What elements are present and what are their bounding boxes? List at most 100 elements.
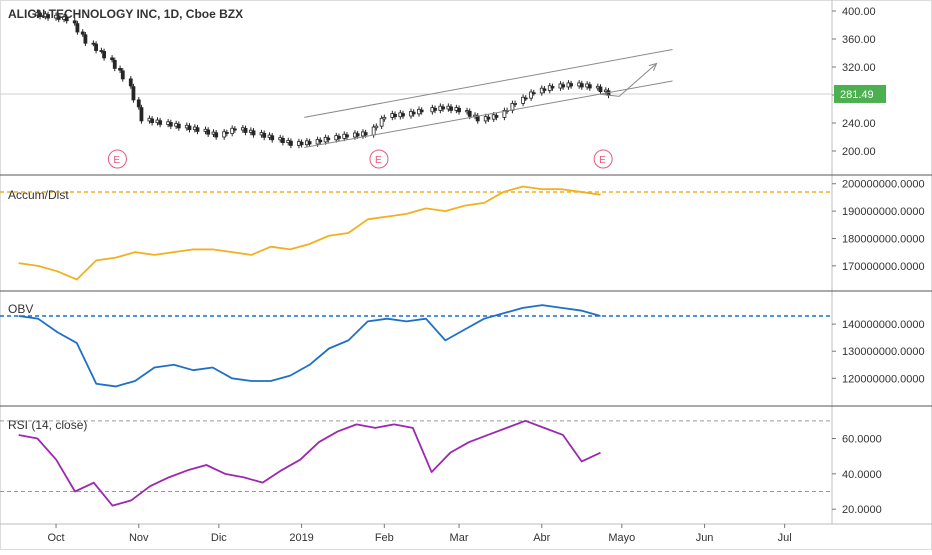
candle-body: [159, 121, 162, 125]
time-tick-label: Oct: [47, 532, 64, 544]
candle-body: [281, 138, 284, 142]
price-pane[interactable]: 400.00360.00320.00280.00240.00200.00281.…: [0, 6, 886, 168]
candle-body: [151, 119, 154, 123]
candle-body: [532, 93, 535, 94]
earnings-marker-label: E: [599, 155, 606, 166]
candle-body: [140, 108, 143, 121]
obv-label: OBV: [8, 302, 33, 316]
time-tick-label: Nov: [129, 532, 149, 544]
obv-pane[interactable]: 140000000.0000 130000000.0000 120000000.00…: [0, 305, 925, 386]
candle-body: [177, 124, 180, 128]
trend-channel-lower: [304, 81, 672, 148]
rsi-label: RSI (14, close): [8, 418, 87, 432]
candle-body: [84, 35, 87, 43]
time-tick-label: Feb: [375, 532, 394, 544]
candle-body: [188, 126, 191, 130]
candle-body: [393, 114, 396, 116]
candle-body: [458, 108, 461, 112]
candle-body: [244, 128, 247, 132]
candle-body: [599, 87, 602, 92]
candle-body: [73, 21, 76, 23]
accum-dist-pane[interactable]: 200000000.0000 190000000.0000 180000000.00…: [0, 179, 925, 280]
candle-body: [372, 127, 375, 135]
candle-body: [450, 107, 453, 111]
candle-body: [225, 132, 228, 133]
candle-body: [514, 103, 517, 104]
candle-body: [570, 84, 573, 86]
candle-body: [580, 84, 583, 87]
accum-dist-tick-label: 200000000.0000: [842, 179, 925, 191]
candle-body: [412, 112, 415, 114]
candle-body: [81, 32, 84, 34]
candle-body: [442, 107, 445, 109]
candle-body: [319, 140, 322, 142]
candle-body: [215, 133, 218, 137]
candle-body: [420, 110, 423, 112]
candle-body: [263, 133, 266, 137]
time-tick-label: 2019: [289, 532, 313, 544]
candle-body: [375, 126, 378, 128]
price-tick-label: 200.00: [842, 146, 876, 158]
price-tick-label: 400.00: [842, 6, 876, 18]
candle-body: [327, 138, 330, 140]
candle-body: [345, 135, 348, 137]
candle-body: [113, 60, 116, 68]
current-price-label: 281.49: [840, 89, 874, 101]
candle-body: [551, 86, 554, 88]
candle-body: [121, 71, 124, 79]
candle-body: [252, 131, 255, 135]
candle-body: [434, 108, 437, 110]
earnings-marker-label: E: [113, 155, 120, 166]
candle-body: [356, 134, 359, 136]
candle-body: [562, 85, 565, 87]
candle-body: [169, 122, 172, 126]
earnings-marker-label: E: [375, 155, 382, 166]
time-tick-label: Jun: [696, 532, 714, 544]
candle-body: [137, 100, 140, 107]
obv-tick-label: 130000000.0000: [842, 346, 925, 358]
candle-body: [308, 142, 311, 144]
candle-body: [383, 117, 386, 119]
candle-body: [468, 111, 471, 116]
rsi-tick-label: 60.0000: [842, 434, 882, 446]
accum-dist-tick-label: 190000000.0000: [842, 206, 925, 218]
candle-body: [111, 58, 114, 60]
accum-dist-tick-label: 180000000.0000: [842, 233, 925, 245]
rsi-tick-label: 40.0000: [842, 469, 882, 481]
time-tick-label: Mayo: [608, 532, 635, 544]
candle-body: [196, 128, 199, 132]
candle-body: [76, 24, 79, 32]
candle-body: [380, 118, 383, 126]
candle-body: [103, 51, 106, 57]
candle-body: [364, 133, 367, 135]
obv-tick-label: 140000000.0000: [842, 319, 925, 331]
candle-body: [289, 141, 292, 145]
rsi-pane[interactable]: 60.0000 40.0000 20.0000: [0, 421, 882, 516]
candle-body: [401, 114, 404, 116]
price-tick-label: 240.00: [842, 118, 876, 130]
candle-body: [271, 136, 274, 140]
price-tick-label: 360.00: [842, 34, 876, 46]
obv-tick-label: 120000000.0000: [842, 373, 925, 385]
rsi-tick-label: 20.0000: [842, 504, 882, 516]
candle-body: [300, 142, 303, 144]
candle-body: [337, 136, 340, 138]
candle-body: [543, 89, 546, 91]
candle-body: [233, 129, 236, 130]
time-tick-label: Abr: [533, 532, 550, 544]
candle-body: [132, 87, 135, 100]
trend-channel-upper: [304, 50, 672, 118]
candle-body: [588, 85, 591, 88]
accum-dist-series-line: [19, 186, 601, 279]
candle-body: [95, 44, 98, 50]
candle-body: [524, 98, 527, 99]
rsi-series-line: [19, 421, 601, 506]
time-tick-label: Jul: [778, 532, 792, 544]
candle-body: [119, 68, 122, 70]
candle-body: [129, 79, 132, 86]
